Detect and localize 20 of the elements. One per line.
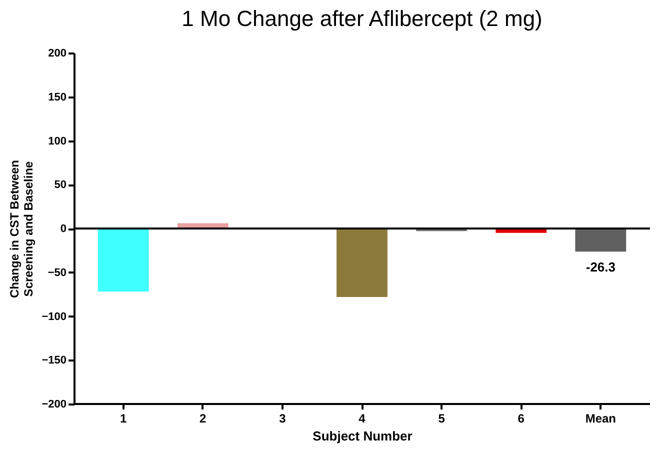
- y-tick-label: 150: [48, 91, 66, 104]
- y-tick-label: 100: [48, 135, 66, 148]
- y-tick-label: 50: [54, 179, 66, 192]
- x-tick-label: 4: [358, 412, 366, 426]
- y-axis-title: Change in CST Between Screening and Baseline: [8, 160, 36, 298]
- y-tick-label: −200: [42, 398, 66, 410]
- x-tick-label: 5: [438, 412, 446, 426]
- y-tick-label: 0: [60, 223, 66, 235]
- y-tick-label: −50: [48, 266, 66, 279]
- y-tick-label: 200: [48, 48, 66, 60]
- chart-title: 1 Mo Change after Aflibercept (2 mg): [182, 6, 542, 31]
- y-tick-label: −100: [42, 310, 66, 323]
- data-label: -26.3: [586, 260, 616, 275]
- y-tick-label: −150: [42, 354, 66, 367]
- x-tick-label: Mean: [585, 412, 616, 426]
- x-axis-title: Subject Number: [312, 428, 412, 444]
- x-tick-label: 1: [120, 412, 127, 426]
- x-tick-label: 2: [200, 412, 207, 426]
- x-tick-label: 6: [518, 412, 525, 426]
- x-tick-label: 3: [279, 412, 286, 426]
